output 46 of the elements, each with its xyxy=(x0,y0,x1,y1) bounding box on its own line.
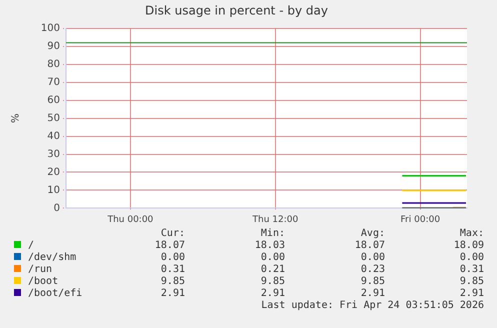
y-tick-label: 40 xyxy=(47,130,60,142)
y-tick-label: 70 xyxy=(47,76,60,88)
x-tick-label: Thu 00:00 xyxy=(106,214,154,225)
text: 18.03 xyxy=(254,240,285,252)
text: 0.31 xyxy=(460,264,484,276)
text: 9.85 xyxy=(360,276,385,288)
chart-title: Disk usage in percent - by day xyxy=(145,3,328,18)
legend-label: /dev/shm xyxy=(27,252,76,264)
text: 0.00 xyxy=(260,252,285,264)
x-tick-label: Thu 12:00 xyxy=(252,214,298,225)
text: Last update: Fri Apr 24 03:51:05 2026 xyxy=(261,300,484,312)
y-tick-label: 0 xyxy=(54,202,60,214)
text: 18.07 xyxy=(354,240,385,252)
text: 18.07 xyxy=(154,240,185,252)
text: 0.00 xyxy=(460,252,484,264)
text: 9.85 xyxy=(260,276,285,288)
text: 2.91 xyxy=(460,288,484,300)
y-tick-label: 80 xyxy=(47,58,60,70)
legend-label: /boot xyxy=(27,276,58,288)
text: 0.31 xyxy=(160,264,185,276)
legend-label: /boot/efi xyxy=(27,288,82,300)
text: 9.85 xyxy=(460,276,484,288)
text: Avg: xyxy=(360,228,385,240)
text: 2.91 xyxy=(260,288,285,300)
text: 0.00 xyxy=(160,252,185,264)
y-tick-label: 90 xyxy=(47,40,60,52)
y-tick-label: 10 xyxy=(47,184,60,196)
text: 18.09 xyxy=(454,240,484,252)
x-tick-label: Fri 00:00 xyxy=(400,214,440,225)
text: Min: xyxy=(260,228,285,240)
text: 0.00 xyxy=(360,252,385,264)
y-tick-label: 30 xyxy=(47,148,60,160)
text: Cur: xyxy=(160,228,185,240)
text: 2.91 xyxy=(360,288,385,300)
y-tick-label: 60 xyxy=(47,94,60,106)
legend-label: /run xyxy=(27,264,52,276)
y-tick-label: 20 xyxy=(47,166,60,178)
y-tick-label: 50 xyxy=(47,112,60,124)
text: 0.21 xyxy=(260,264,285,276)
text: 2.91 xyxy=(160,288,185,300)
text: Max: xyxy=(460,228,484,240)
legend-label: / xyxy=(27,240,34,252)
text: 0.23 xyxy=(360,264,385,276)
text: 9.85 xyxy=(160,276,185,288)
y-axis-title: % xyxy=(10,114,22,124)
y-tick-label: 100 xyxy=(40,22,60,34)
